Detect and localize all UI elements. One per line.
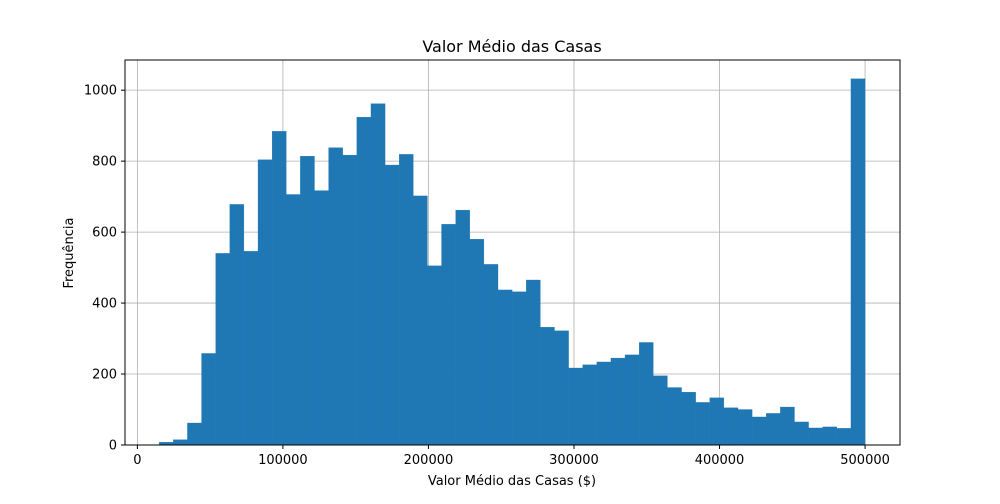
y-tick-label: 200 [92,368,117,383]
histogram-bar [384,164,400,446]
chart-title: Valor Médio das Casas [422,37,601,56]
histogram-bar [723,407,739,446]
histogram-bar [822,426,837,446]
histogram-bar [596,361,612,446]
histogram-bar [526,279,541,446]
x-tick-label: 0 [133,453,141,468]
histogram-bar [794,421,809,446]
histogram-bar [469,239,485,446]
y-axis-title: Frequência [62,217,77,288]
histogram-bar [850,78,866,446]
plot-frame [124,59,901,446]
histogram-bar [201,353,216,446]
histogram-bar [751,416,767,446]
histogram-bar [483,264,499,446]
histogram-bar [399,154,414,446]
histogram-bar [370,103,386,446]
histogram-bar [286,194,301,446]
histogram-bar [766,413,781,446]
x-tick-label: 400000 [695,453,745,468]
histogram-bar [455,209,470,446]
histogram-bar [540,327,555,446]
x-tick-label: 300000 [549,453,599,468]
histogram-bar [681,391,696,446]
x-axis-title: Valor Médio das Casas ($) [428,474,596,489]
histogram-bar [328,147,343,446]
histogram-bar [709,397,725,446]
histogram-bar [173,439,188,446]
histogram-bar [314,190,329,446]
histogram-bar [342,154,357,446]
y-tick-label: 600 [92,226,117,241]
x-tick-label: 100000 [258,453,308,468]
histogram-bar [780,406,795,446]
histogram-bar [243,251,259,446]
histogram-bar [624,354,640,446]
histogram-bar [737,409,753,446]
histogram-bar [229,204,245,446]
histogram-bar [497,289,513,446]
histogram-bar [257,159,273,446]
histogram-bar [300,156,315,446]
histogram-bar [610,357,626,446]
histogram-bar [836,428,852,446]
histogram-bar [215,253,230,446]
histogram-bar [356,116,372,446]
histogram-bar [695,402,710,446]
histogram-bar [441,224,456,446]
histogram-bar [808,427,823,446]
y-tick-label: 0 [109,439,117,454]
histogram-bar [187,422,202,446]
histogram-bar [511,291,527,446]
histogram-bars [159,78,866,446]
histogram-bar [427,265,442,446]
y-tick-label: 1000 [84,84,117,99]
x-tick-label: 200000 [404,453,454,468]
histogram-bar [667,387,682,446]
x-tick-label: 500000 [840,453,890,468]
histogram-bar [582,364,597,446]
histogram-bar [568,367,583,446]
y-tick-label: 400 [92,297,117,312]
histogram-bar [653,375,668,446]
histogram-bar [639,342,654,446]
axis-ticks: 0 100000 200000 300000 400000 500000 0 200 400 60… [84,84,890,468]
histogram-bar [413,195,428,446]
y-tick-label: 800 [92,155,117,170]
histogram-bar [271,131,287,446]
histogram-bar [554,330,569,446]
